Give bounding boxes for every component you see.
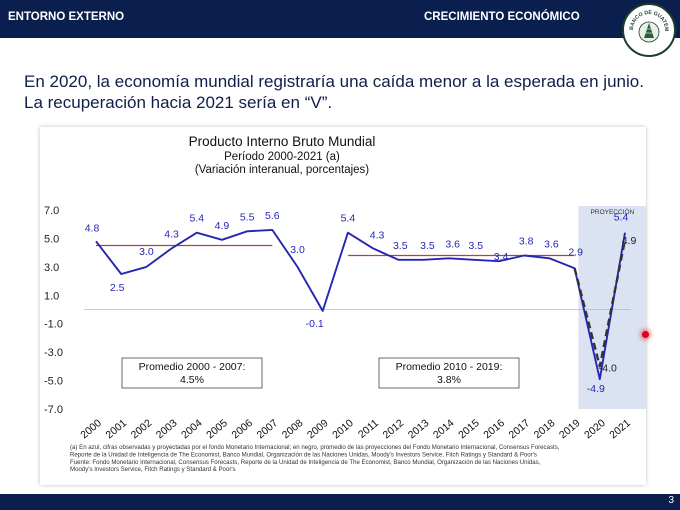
topic-label: CRECIMIENTO ECONÓMICO: [424, 11, 580, 23]
x-tick-label: 2007: [255, 417, 281, 441]
data-label: 3.5: [469, 240, 484, 252]
data-label: 3.8: [519, 235, 534, 247]
consensus-projection-line: [573, 239, 627, 368]
y-tick-label: -5.0: [44, 376, 63, 388]
y-tick-label: 3.0: [44, 262, 59, 274]
logo-emblem-icon: BANCO DE GUATEMALA: [622, 1, 669, 43]
x-tick-label: 2006: [229, 417, 255, 441]
average-value: 3.8%: [437, 374, 461, 386]
x-tick-label: 2021: [607, 417, 633, 441]
data-label: 3.6: [544, 238, 559, 250]
x-tick-label: 2011: [356, 417, 381, 441]
data-label: -0.1: [306, 318, 324, 330]
footer-bar: 3: [0, 494, 680, 510]
data-label: 5.6: [265, 210, 280, 222]
x-tick-label: 2020: [582, 417, 608, 441]
x-tick-label: 2019: [557, 417, 583, 441]
x-tick-label: 2004: [179, 417, 205, 441]
data-label: 3.0: [139, 246, 154, 258]
chart-note-line: Moody's Investors Service, Fitch Ratings…: [70, 466, 236, 473]
y-tick-label: 7.0: [44, 205, 59, 217]
header-bar: ENTORNO EXTERNO CRECIMIENTO ECONÓMICO: [0, 0, 680, 38]
headline-line-1: En 2020, la economía mundial registraría…: [24, 72, 644, 91]
y-tick-label: 1.0: [44, 290, 59, 302]
x-tick-label: 2013: [406, 417, 432, 441]
y-tick-label: -7.0: [44, 404, 63, 416]
chart-title: Producto Interno Bruto Mundial: [189, 134, 376, 149]
data-label: 3.4: [494, 251, 509, 263]
x-tick-label: 2010: [330, 417, 356, 441]
gdp-chart-panel: Producto Interno Bruto Mundial Período 20…: [40, 127, 647, 485]
x-tick-label: 2017: [507, 417, 533, 441]
x-tick-label: 2018: [532, 417, 558, 441]
gdp-chart: Producto Interno Bruto Mundial Período 20…: [44, 134, 647, 473]
gdp-series-line: [95, 228, 626, 381]
banguat-logo: BANCO DE GUATEMALA: [622, 1, 676, 57]
x-tick-label: 2015: [456, 417, 482, 441]
data-label: -4.0: [599, 362, 617, 374]
headline-line-2: La recuperación hacia 2021 sería en “V”.: [24, 93, 333, 112]
data-label: 2.9: [568, 246, 583, 258]
x-tick-label: 2000: [78, 417, 104, 441]
data-label: 2.5: [110, 282, 125, 294]
data-label: 5.5: [240, 211, 255, 223]
data-label: 5.4: [189, 213, 204, 225]
headline: En 2020, la economía mundial registraría…: [24, 71, 674, 113]
chart-subtitle-2: (Variación interanual, porcentajes): [195, 164, 369, 176]
chart-note-line: Reporte de la Unidad de Inteligencia de …: [70, 451, 537, 458]
x-tick-label: 2016: [481, 417, 507, 441]
data-label: 4.3: [164, 228, 179, 240]
data-label: 4.8: [85, 222, 100, 234]
average-box: [121, 357, 263, 389]
x-tick-label: 2008: [280, 417, 306, 441]
data-label: 5.4: [614, 212, 629, 224]
data-label: 5.4: [341, 213, 356, 225]
y-tick-label: 5.0: [44, 233, 59, 245]
x-tick-label: 2001: [104, 417, 130, 441]
chart-note-line: Fuente: Fondo Monetario Internacional, C…: [70, 459, 541, 466]
x-tick-label: 2003: [154, 417, 180, 441]
average-box: [378, 357, 520, 389]
x-tick-label: 2002: [129, 417, 155, 441]
average-label: Promedio 2000 - 2007:: [139, 361, 246, 373]
data-label: 3.6: [445, 238, 460, 250]
data-label: 4.9: [622, 235, 637, 247]
x-tick-label: 2009: [305, 417, 331, 441]
projection-label: PROYECCIÓN: [591, 207, 635, 216]
pointer-dot: [642, 331, 649, 338]
y-tick-label: -1.0: [44, 319, 63, 331]
chart-note-line: (a) En azul, cifras observadas y proyect…: [70, 444, 560, 451]
average-label: Promedio 2010 - 2019:: [396, 361, 503, 373]
y-tick-label: -3.0: [44, 347, 63, 359]
data-label: -4.9: [587, 383, 605, 395]
page-number: 3: [668, 495, 674, 506]
chart-subtitle: Período 2000-2021 (a): [224, 151, 340, 163]
section-label: ENTORNO EXTERNO: [8, 11, 125, 23]
data-label: 4.9: [215, 220, 230, 232]
x-tick-label: 2012: [381, 417, 407, 441]
x-tick-label: 2014: [431, 417, 457, 441]
data-label: 3.0: [290, 244, 305, 256]
x-tick-label: 2005: [204, 417, 230, 441]
average-value: 4.5%: [180, 374, 204, 386]
data-label: 4.3: [370, 229, 385, 241]
data-label: 3.5: [393, 240, 408, 252]
data-label: 3.5: [420, 240, 435, 252]
